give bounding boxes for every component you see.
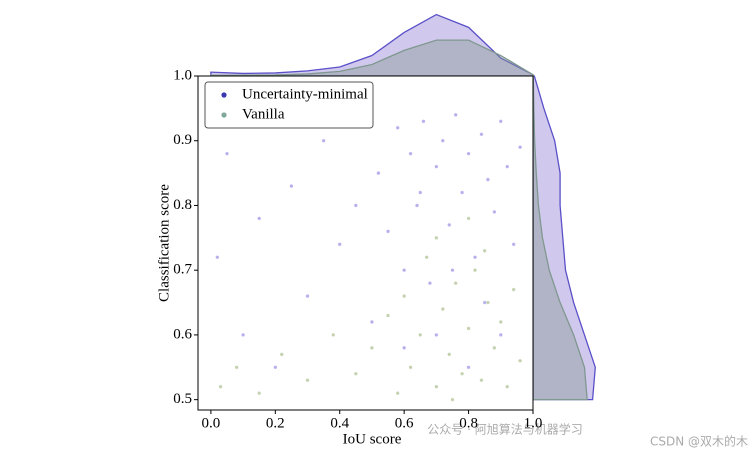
point bbox=[402, 294, 407, 299]
y-tick-label: 0.9 bbox=[173, 132, 192, 148]
point bbox=[279, 352, 284, 357]
y-axis-label: Classification score bbox=[156, 184, 172, 302]
point bbox=[479, 132, 484, 137]
point bbox=[434, 164, 439, 169]
point bbox=[408, 151, 413, 156]
point bbox=[331, 332, 336, 337]
point bbox=[511, 242, 516, 247]
point bbox=[434, 235, 439, 240]
y-tick-label: 0.5 bbox=[173, 391, 192, 407]
point bbox=[450, 397, 455, 402]
point bbox=[498, 119, 503, 124]
point bbox=[408, 365, 413, 370]
point bbox=[418, 190, 423, 195]
point bbox=[466, 326, 471, 331]
point bbox=[386, 313, 390, 318]
point bbox=[369, 320, 374, 324]
point bbox=[450, 268, 455, 273]
point bbox=[305, 378, 310, 383]
point bbox=[460, 190, 465, 195]
point bbox=[427, 281, 432, 286]
point bbox=[257, 391, 262, 396]
point bbox=[215, 255, 220, 260]
right-density bbox=[532, 75, 596, 401]
point bbox=[498, 320, 503, 324]
point bbox=[482, 300, 487, 305]
point bbox=[466, 216, 471, 221]
point bbox=[453, 281, 458, 286]
point bbox=[479, 378, 484, 383]
point bbox=[511, 287, 516, 292]
watermark: 公众号 · 阿旭算法与机器学习 bbox=[427, 422, 582, 437]
point bbox=[402, 268, 407, 273]
point bbox=[289, 184, 294, 188]
y-tick-label: 0.6 bbox=[173, 326, 192, 342]
point bbox=[386, 229, 390, 234]
plot-area bbox=[198, 76, 533, 410]
point bbox=[492, 345, 497, 350]
point bbox=[485, 177, 490, 182]
point bbox=[447, 352, 452, 357]
point bbox=[418, 332, 423, 337]
point bbox=[369, 345, 374, 350]
point bbox=[321, 138, 326, 143]
point bbox=[218, 384, 223, 389]
point bbox=[505, 384, 510, 389]
point bbox=[440, 307, 445, 311]
point bbox=[485, 300, 490, 305]
axes-frame bbox=[197, 75, 534, 411]
legend-marker bbox=[221, 92, 227, 98]
legend-label: Vanilla bbox=[242, 106, 285, 122]
point bbox=[376, 171, 381, 176]
y-tick-label: 0.8 bbox=[173, 197, 192, 213]
x-tick-label: 0.4 bbox=[330, 415, 349, 431]
point bbox=[518, 145, 523, 150]
legend-marker bbox=[221, 112, 227, 118]
point bbox=[273, 365, 278, 370]
x-tick-label: 0.0 bbox=[202, 415, 221, 431]
point bbox=[473, 268, 477, 273]
point bbox=[453, 112, 458, 117]
point bbox=[434, 384, 439, 389]
point bbox=[305, 294, 310, 299]
x-tick-label: 1.0 bbox=[524, 415, 543, 431]
point bbox=[473, 255, 477, 260]
point bbox=[505, 164, 510, 169]
point bbox=[498, 332, 503, 337]
point bbox=[353, 371, 358, 376]
point bbox=[447, 222, 452, 227]
point bbox=[466, 365, 471, 370]
x-tick-label: 0.2 bbox=[266, 415, 285, 431]
watermark: CSDN @双木的木 bbox=[650, 434, 748, 449]
legend-label: Uncertainty-minimal bbox=[242, 86, 368, 102]
point bbox=[402, 345, 407, 350]
point bbox=[225, 151, 229, 156]
point bbox=[434, 332, 439, 337]
point bbox=[460, 371, 465, 376]
point bbox=[440, 138, 445, 143]
point bbox=[424, 255, 429, 260]
point bbox=[257, 216, 262, 221]
y-tick-label: 0.7 bbox=[173, 262, 192, 278]
point bbox=[421, 119, 426, 124]
x-tick-label: 0.8 bbox=[459, 415, 478, 431]
point bbox=[241, 332, 246, 337]
point bbox=[482, 248, 487, 253]
point bbox=[492, 209, 497, 214]
point bbox=[395, 125, 400, 130]
x-axis-label: IoU score bbox=[343, 431, 402, 447]
point bbox=[337, 242, 342, 247]
legend-box bbox=[204, 81, 374, 129]
x-tick-label: 0.6 bbox=[395, 415, 414, 431]
point bbox=[353, 203, 358, 208]
y-tick-label: 1.0 bbox=[173, 67, 192, 83]
point bbox=[415, 203, 419, 208]
top-density bbox=[210, 39, 534, 77]
point bbox=[466, 151, 471, 156]
point bbox=[234, 365, 239, 370]
point bbox=[518, 358, 523, 363]
point bbox=[395, 391, 400, 396]
